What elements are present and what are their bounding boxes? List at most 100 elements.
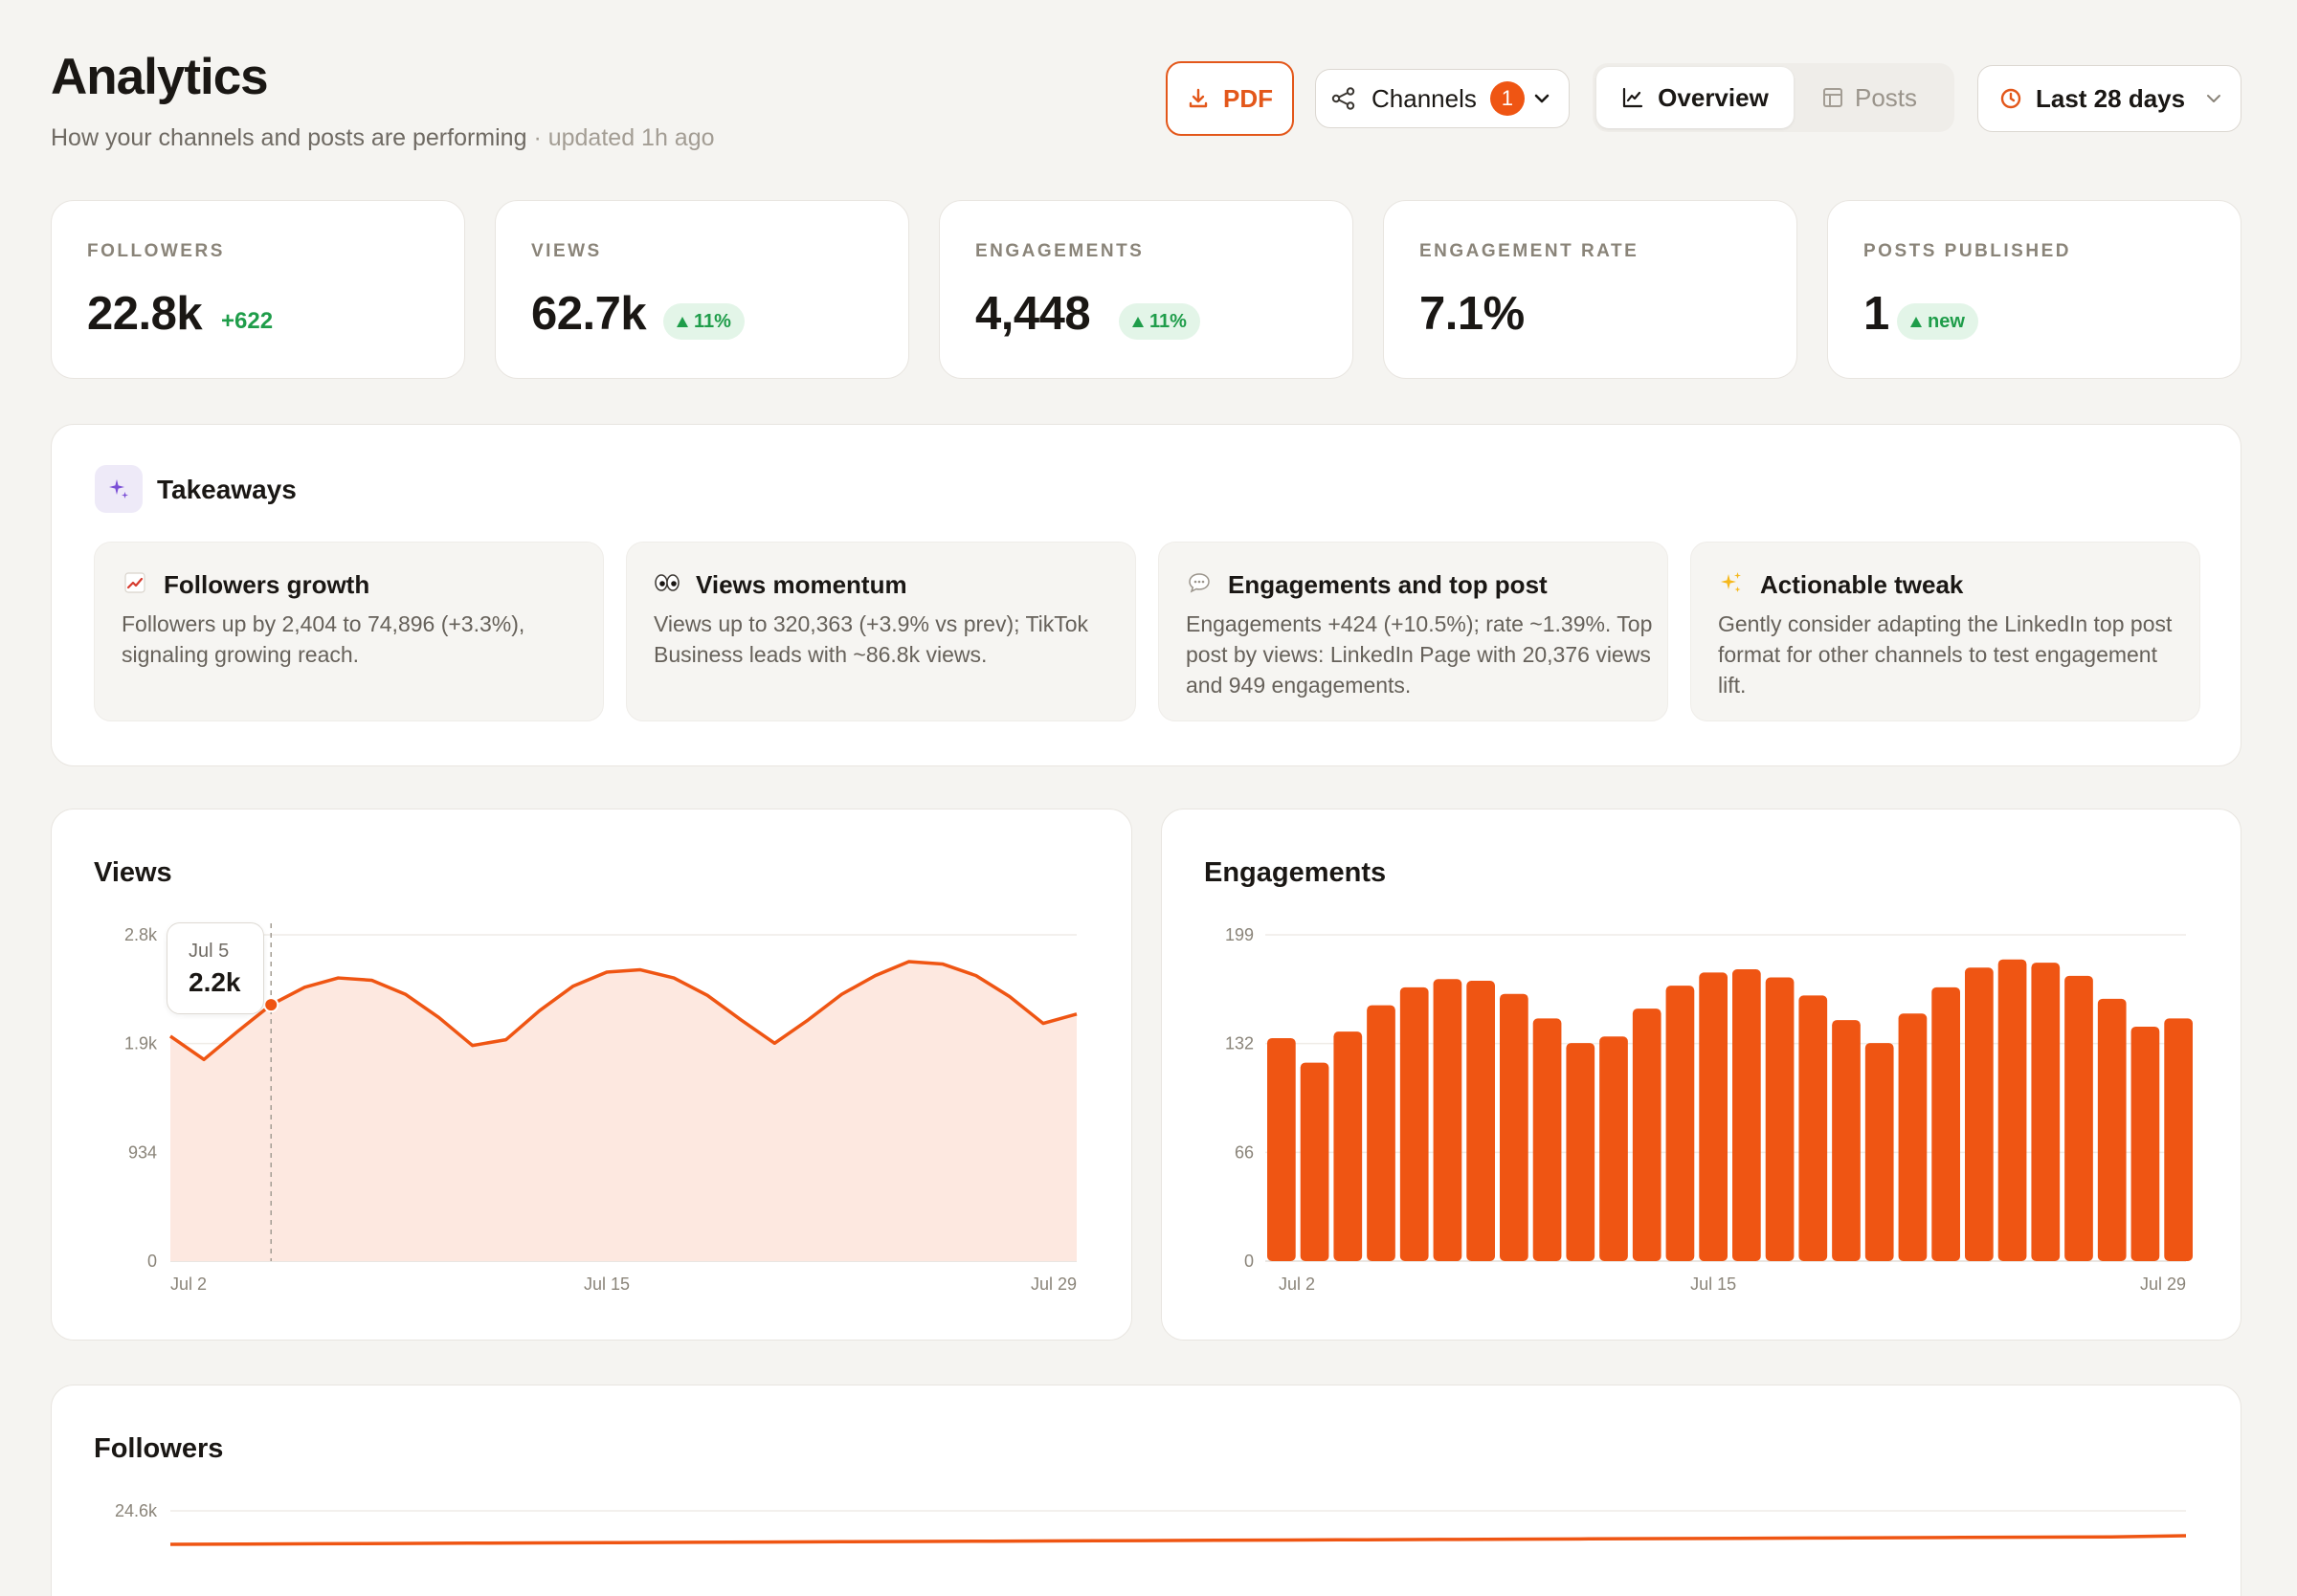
bar — [1931, 986, 1960, 1261]
kpi-value: 22.8k — [87, 288, 203, 340]
triangle-up-icon — [677, 316, 688, 327]
kpi-value: 1 — [1863, 288, 1889, 340]
area-fill — [170, 962, 1077, 1261]
chevron-down-icon — [2207, 95, 2221, 102]
bar — [1632, 1009, 1661, 1261]
y-tick-label: 66 — [1235, 1142, 1254, 1162]
kpi-label: ENGAGEMENTS — [975, 241, 1145, 261]
bar — [1732, 968, 1761, 1261]
kpi-value: 4,448 — [975, 288, 1091, 340]
tab-posts[interactable]: Posts — [1809, 67, 1943, 128]
bar — [1399, 986, 1429, 1261]
tooltip-value: 2.2k — [189, 967, 241, 997]
x-tick-label: Jul 29 — [1031, 1275, 1077, 1294]
pdf-label: PDF — [1223, 83, 1273, 113]
bar — [1367, 1005, 1395, 1261]
triangle-up-icon — [1132, 316, 1144, 327]
bar — [1699, 972, 1728, 1261]
tooltip-date: Jul 5 — [189, 941, 230, 962]
kpi-card-engagement-rate: ENGAGEMENT RATE 7.1% — [1383, 200, 1797, 379]
download-icon — [1189, 88, 1208, 108]
x-tick-label: Jul 29 — [2140, 1275, 2186, 1294]
takeaway-card-engagements: Engagements and top post Engagements +42… — [1158, 542, 1668, 721]
bar — [1500, 993, 1528, 1261]
followers-chart[interactable]: 24.6k — [52, 1385, 2241, 1596]
bar — [1532, 1018, 1562, 1261]
bar — [2130, 1026, 2160, 1261]
tab-overview[interactable]: Overview — [1596, 67, 1794, 128]
kpi-delta: 11% — [1149, 310, 1187, 332]
engagements-chart[interactable]: 0 66 132 199 Jul 2 Jul 15 Jul 29 — [1162, 809, 2241, 1341]
speech-bubble-icon — [1186, 569, 1213, 596]
y-tick-label: 0 — [1244, 1252, 1254, 1271]
bar — [1965, 967, 1994, 1261]
chevron-down-icon — [1534, 94, 1550, 103]
channels-count-badge: 1 — [1489, 81, 1525, 116]
takeaway-title: Followers growth — [164, 570, 370, 599]
bar — [1864, 1043, 1894, 1261]
kpi-delta-badge: 11% — [1119, 303, 1200, 340]
overview-label: Overview — [1658, 82, 1769, 112]
bar — [1997, 959, 2027, 1261]
bar — [1765, 977, 1795, 1261]
chart-title: Views — [94, 857, 172, 888]
kpi-value: 7.1% — [1419, 288, 1525, 340]
bar — [1333, 1031, 1363, 1261]
bar — [1599, 1036, 1628, 1261]
kpi-label: ENGAGEMENT RATE — [1419, 241, 1639, 261]
takeaway-body: Engagements +424 (+10.5%); rate ~1.39%. … — [1186, 611, 1653, 698]
takeaways-panel: Takeaways Followers growth Followers up … — [51, 424, 2241, 766]
takeaway-body: Views up to 320,363 (+3.9% vs prev); Tik… — [654, 611, 1089, 667]
pdf-button[interactable]: PDF — [1166, 61, 1294, 136]
hover-point — [263, 997, 279, 1013]
page-title: Analytics — [51, 49, 269, 105]
series-line — [169, 1534, 2187, 1546]
kpi-label: FOLLOWERS — [87, 241, 225, 261]
channels-label: Channels — [1372, 83, 1477, 113]
triangle-up-icon — [1910, 316, 1922, 327]
views-chart-card: Views 0 934 1.9k 2.8k Jul 2 Jul 15 Jul 29 Jul … — [51, 809, 1132, 1341]
takeaways-title: Takeaways — [157, 475, 297, 504]
bar — [1433, 979, 1462, 1261]
chart-tooltip: Jul 5 2.2k — [167, 922, 264, 1014]
date-range-dropdown[interactable]: Last 28 days — [1977, 65, 2241, 132]
channels-dropdown[interactable]: Channels 1 — [1315, 69, 1570, 128]
takeaway-title: Engagements and top post — [1228, 570, 1548, 599]
sparkle-icon — [95, 465, 143, 513]
bar — [2164, 1018, 2193, 1261]
bar — [1566, 1043, 1595, 1261]
followers-chart-card: Followers 24.6k — [51, 1385, 2241, 1596]
sparkles-icon — [1718, 569, 1745, 596]
y-tick-label: 2.8k — [124, 925, 158, 944]
range-label: Last 28 days — [2036, 83, 2186, 113]
bar — [1267, 1037, 1296, 1261]
takeaway-card-views: Views momentum Views up to 320,363 (+3.9… — [626, 542, 1136, 721]
kpi-delta: 11% — [694, 310, 731, 332]
kpi-delta: +622 — [221, 308, 274, 334]
posts-label: Posts — [1855, 82, 1918, 112]
takeaway-title: Views momentum — [696, 570, 907, 599]
y-tick-label: 934 — [128, 1142, 157, 1162]
kpi-card-views: VIEWS 62.7k 11% — [495, 200, 909, 379]
kpi-delta-badge: new — [1897, 303, 1978, 340]
bar — [1300, 1062, 1329, 1261]
x-tick-label: Jul 2 — [170, 1275, 207, 1294]
takeaway-card-followers: Followers growth Followers up by 2,404 t… — [94, 542, 604, 721]
subtitle-text: How your channels and posts are performi… — [51, 124, 527, 151]
views-chart[interactable]: 0 934 1.9k 2.8k Jul 2 Jul 15 Jul 29 — [52, 809, 1132, 1341]
bar — [1798, 995, 1828, 1261]
bar — [1466, 980, 1495, 1261]
bar — [1832, 1020, 1861, 1261]
clock-icon — [2000, 88, 2021, 109]
x-tick-label: Jul 15 — [584, 1275, 630, 1294]
page-subtitle: How your channels and posts are performi… — [51, 124, 715, 152]
engagements-chart-card: Engagements 0 66 132 199 Jul 2 Jul 15 Jul 29 — [1161, 809, 2241, 1341]
takeaway-body: Gently consider adapting the LinkedIn to… — [1718, 611, 2173, 698]
share-nodes-icon — [1331, 87, 1355, 110]
bar — [1898, 1013, 1928, 1261]
eyes-icon — [654, 569, 680, 596]
kpi-label: POSTS PUBLISHED — [1863, 241, 2071, 261]
chart-title: Followers — [94, 1433, 224, 1464]
takeaway-body: Followers up by 2,404 to 74,896 (+3.3%),… — [122, 611, 525, 667]
takeaway-card-tweak: Actionable tweak Gently consider adaptin… — [1690, 542, 2200, 721]
